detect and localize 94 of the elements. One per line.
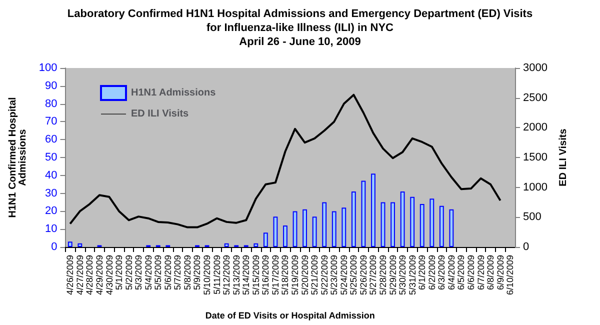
y2-tick-label: 500 (523, 211, 542, 224)
bar (254, 243, 258, 247)
x-tick-label: 5/20/2009 (300, 255, 310, 296)
x-tick-label: 6/9/2009 (495, 255, 506, 290)
x-tick-label: 5/27/2009 (368, 255, 378, 296)
x-tick-label: 5/21/2009 (310, 255, 320, 296)
x-axis-title: Date of ED Visits or Hospital Admission (205, 310, 375, 320)
x-tick-label: 4/29/2009 (94, 255, 104, 296)
y-tick-label: 30 (45, 187, 58, 200)
x-tick-label: 6/10/2009 (505, 255, 516, 296)
y2-tick-label: 2500 (523, 92, 548, 104)
x-tick-label: 5/4/2009 (143, 255, 154, 290)
x-tick-label: 5/6/2009 (162, 255, 173, 290)
x-tick-label: 5/28/2009 (378, 255, 388, 296)
x-tick-label: 5/16/2009 (260, 255, 271, 296)
x-tick-label: 6/8/2009 (486, 255, 496, 290)
y-tick-label: 100 (38, 62, 58, 74)
x-tick-label: 5/15/2009 (250, 255, 261, 296)
x-tick-label: 4/30/2009 (104, 255, 114, 296)
x-tick-label: 5/9/2009 (192, 255, 202, 290)
bar (400, 192, 405, 247)
bar (380, 202, 386, 247)
y-tick-label: 80 (45, 98, 58, 110)
bar (430, 198, 434, 247)
y-tick-label: 50 (45, 152, 58, 164)
bar (371, 174, 376, 247)
bar (78, 243, 82, 247)
x-tick-label: 6/6/2009 (466, 255, 476, 290)
x-tick-label: 4/28/2009 (84, 255, 95, 296)
x-tick-label: 4/27/2009 (74, 255, 85, 296)
bar (292, 211, 298, 247)
x-tick-label: 5/31/2009 (407, 255, 418, 296)
y-tick-label: 40 (45, 169, 58, 182)
x-tick-label: 5/14/2009 (241, 255, 252, 296)
y-tick-label: 90 (45, 80, 58, 92)
x-tick-label: 6/3/2009 (436, 255, 447, 290)
x-tick-label: 5/17/2009 (270, 255, 280, 296)
bar (361, 180, 366, 247)
bar (390, 202, 395, 247)
legend-label: ED ILI Visits (131, 108, 190, 120)
bar (410, 196, 415, 247)
x-tick-label: 5/3/2009 (134, 255, 144, 290)
x-tick-label: 5/1/2009 (114, 255, 124, 290)
y-tick-label: 70 (45, 116, 58, 128)
bar (283, 226, 288, 247)
x-tick-label: 5/7/2009 (172, 255, 183, 290)
x-tick-label: 6/7/2009 (476, 255, 486, 290)
x-tick-label: 5/29/2009 (388, 255, 398, 296)
bar (68, 242, 72, 247)
bar (322, 202, 327, 247)
x-tick-label: 6/2/2009 (426, 255, 437, 290)
y2-tick-label: 1500 (523, 152, 548, 164)
x-tick-label: 5/5/2009 (153, 255, 164, 290)
y-tick-label: 10 (45, 223, 58, 236)
x-tick-label: 5/13/2009 (231, 255, 242, 296)
bar (273, 216, 278, 247)
x-tick-label: 5/30/2009 (398, 255, 408, 296)
x-tick-label: 6/5/2009 (456, 255, 466, 290)
bar (332, 211, 336, 247)
y2-tick-label: 0 (523, 241, 530, 253)
x-tick-label: 4/26/2009 (65, 255, 76, 296)
y2-tick-label: 3000 (523, 62, 548, 74)
x-tick-label: 5/23/2009 (329, 255, 340, 296)
legend-label: H1N1 Admissions (131, 88, 216, 98)
x-tick-label: 5/12/2009 (222, 255, 232, 296)
x-tick-label: 5/11/2009 (212, 255, 222, 294)
x-tick-label: 5/2/2009 (124, 255, 134, 290)
y2-tick-label: 2000 (523, 122, 548, 134)
chart-title: Laboratory Confirmed H1N1 Hospital Admissions and Emergency Department (ED) Visits for Influenza-like Illness (ILI) in NYC April 26 - June 10, 2009 (67, 8, 533, 48)
bar (302, 209, 307, 247)
y2-tick-label: 1000 (523, 181, 548, 194)
bar (342, 208, 346, 247)
bar (263, 232, 268, 247)
bar (312, 216, 317, 247)
x-tick-label: 5/25/2009 (348, 255, 359, 296)
bar (439, 206, 444, 247)
bar (351, 192, 356, 247)
x-tick-label: 5/22/2009 (319, 255, 330, 296)
x-tick-label: 5/24/2009 (338, 255, 349, 296)
y-tick-label: 60 (45, 134, 58, 146)
x-tick-label: 5/8/2009 (182, 255, 192, 290)
x-tick-label: 5/19/2009 (290, 255, 300, 296)
bar (420, 204, 424, 247)
y2-axis-title: ED ILI Visits (558, 128, 569, 186)
bar (449, 209, 454, 247)
x-tick-label: 5/26/2009 (358, 255, 368, 296)
x-tick-label: 5/10/2009 (202, 255, 212, 296)
y-tick-label: 0 (51, 241, 58, 253)
y-tick-label: 20 (45, 205, 58, 218)
x-tick-label: 5/18/2009 (280, 255, 290, 296)
x-tick-label: 6/4/2009 (446, 255, 456, 290)
bar (224, 243, 229, 247)
y-axis-title: H1N1 Confirmed Hospital Admissions (8, 96, 28, 218)
x-tick-label: 6/1/2009 (417, 255, 428, 290)
